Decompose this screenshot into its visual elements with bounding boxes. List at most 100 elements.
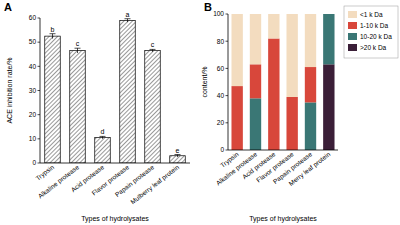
y-tick-label: 50 xyxy=(29,38,37,45)
error-line xyxy=(152,49,153,51)
error-cap xyxy=(75,48,81,49)
bar-segment xyxy=(305,67,316,102)
annotation: d xyxy=(101,128,105,135)
error-bar xyxy=(100,136,106,138)
y-tick xyxy=(38,18,41,19)
error-cap xyxy=(50,33,56,34)
y-tick xyxy=(38,66,41,67)
x-axis-label: Types of hydrolysates xyxy=(81,215,149,223)
bar-segment xyxy=(305,102,316,150)
y-tick xyxy=(38,163,41,164)
error-bar xyxy=(175,155,181,157)
bar-segment xyxy=(323,14,334,15)
error-line xyxy=(77,48,78,53)
y-axis-label: ACE inhibition rate/% xyxy=(6,57,13,123)
bar-segment xyxy=(286,14,297,97)
y-tick xyxy=(38,138,41,139)
bar xyxy=(145,51,161,163)
y-tick-label: 30 xyxy=(29,87,37,94)
y-tick-label: 60 xyxy=(29,14,37,21)
legend-swatch xyxy=(348,33,357,40)
legend-label: 10-20 k Da xyxy=(360,33,392,40)
y-tick xyxy=(38,90,41,91)
y-tick-label: 20 xyxy=(29,111,37,118)
legend-label: <1 k Da xyxy=(360,11,383,18)
x-tick-label: Papain protease xyxy=(113,163,156,199)
error-bar xyxy=(50,34,56,39)
y-tick xyxy=(226,14,229,15)
bar xyxy=(95,138,111,163)
bar xyxy=(70,51,86,163)
annotation: e xyxy=(176,147,180,154)
legend-swatch xyxy=(348,11,357,18)
x-tick-label: Alkaline protease xyxy=(37,163,82,200)
y-tick-label: 40 xyxy=(217,92,225,99)
x-axis xyxy=(40,163,190,164)
y-tick-label: 60 xyxy=(217,65,225,72)
y-tick xyxy=(226,95,229,96)
bar-segment xyxy=(231,14,242,86)
annotation: c xyxy=(76,40,80,47)
error-cap xyxy=(175,154,181,155)
x-axis xyxy=(228,150,338,151)
error-cap xyxy=(100,136,106,137)
y-tick xyxy=(38,42,41,43)
error-bar xyxy=(125,19,131,22)
error-line xyxy=(52,34,53,39)
x-axis-label: Types of hydrolysates xyxy=(249,215,317,223)
panel-label: B xyxy=(204,1,212,13)
panel: A ACE inhibition rate/% Types of hydrolysa… xyxy=(4,1,190,223)
y-tick xyxy=(38,114,41,115)
bar-segment xyxy=(231,86,242,150)
error-line xyxy=(102,136,103,138)
y-tick-label: 10 xyxy=(29,135,37,142)
legend-box xyxy=(344,6,398,58)
legend-label: >20 k Da xyxy=(360,44,387,51)
legend-label: 1-10 k Da xyxy=(360,22,389,29)
x-tick-label: Mulberry leaf protein xyxy=(129,163,181,206)
panel-label: A xyxy=(4,1,12,13)
legend-swatch xyxy=(348,22,357,29)
error-cap xyxy=(125,18,131,19)
annotation: c xyxy=(151,41,155,48)
bar xyxy=(120,20,136,163)
y-tick xyxy=(226,150,229,151)
legend-swatch xyxy=(348,44,357,51)
y-tick xyxy=(226,122,229,123)
bar-segment xyxy=(250,14,261,64)
annotation: b xyxy=(51,26,55,33)
marks xyxy=(45,19,186,163)
y-tick-label: 0 xyxy=(32,159,36,166)
figure: A ACE inhibition rate/% Types of hydrolysa… xyxy=(0,0,400,225)
bar-segment xyxy=(250,64,261,98)
y-tick-label: 40 xyxy=(29,63,37,70)
x-tick-label: Trypsin xyxy=(34,163,56,183)
annotation: a xyxy=(126,11,130,18)
y-tick-label: 20 xyxy=(217,119,225,126)
error-cap xyxy=(150,49,156,50)
error-bar xyxy=(75,48,81,53)
y-tick xyxy=(226,68,229,69)
y-axis-label: content/% xyxy=(201,66,208,97)
error-line xyxy=(177,155,178,157)
y-tick-label: 100 xyxy=(213,10,224,17)
bar-segment xyxy=(323,14,334,15)
bar-segment xyxy=(323,14,334,64)
bar-segment xyxy=(286,97,297,150)
bar xyxy=(45,36,61,163)
legend: <1 k Da 1-10 k Da 10-20 k Da >20 k Da xyxy=(344,6,398,58)
bar-segment xyxy=(268,38,279,150)
bar-segment xyxy=(305,14,316,67)
panel: Bcontent/% Types of hydrolysates 0 20 40 60 80… xyxy=(201,1,398,223)
error-bar xyxy=(150,49,156,51)
error-line xyxy=(127,19,128,22)
y-axis xyxy=(228,14,229,150)
bar-segment xyxy=(323,64,334,150)
y-tick-label: 0 xyxy=(220,146,224,153)
bar-segment xyxy=(268,14,279,38)
y-tick-label: 80 xyxy=(217,38,225,45)
marks xyxy=(231,14,334,150)
bar-segment xyxy=(250,98,261,150)
y-tick xyxy=(226,41,229,42)
x-tick-label: Merry leaf protein xyxy=(287,150,332,188)
